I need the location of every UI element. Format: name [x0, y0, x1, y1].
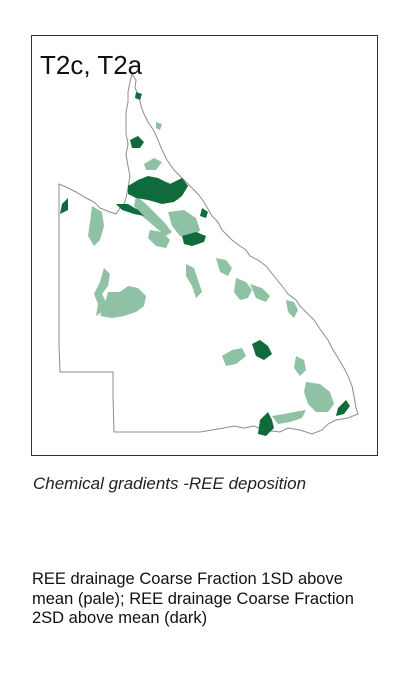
- dark-area: [130, 136, 144, 148]
- pale-area: [216, 258, 232, 276]
- dark-area: [336, 400, 350, 416]
- queensland-map: [58, 72, 359, 436]
- dark-areas-2sd: [60, 92, 350, 436]
- pale-area: [94, 268, 110, 316]
- dark-area: [135, 92, 142, 100]
- pale-area: [148, 230, 170, 248]
- caption: Chemical gradients -REE deposition: [33, 474, 307, 493]
- dark-area: [128, 176, 188, 204]
- pale-area: [186, 264, 202, 298]
- pale-areas-1sd: [88, 122, 334, 424]
- state-outline: [58, 72, 359, 435]
- legend-description: REE drainage Coarse Fraction 1SD above m…: [32, 570, 354, 627]
- dark-area: [116, 204, 144, 216]
- dark-area: [258, 412, 274, 436]
- map-label: T2c, T2a: [40, 50, 143, 80]
- pale-area: [88, 206, 104, 246]
- pale-area: [286, 300, 298, 318]
- dark-area: [200, 208, 208, 218]
- pale-area: [304, 382, 334, 412]
- pale-area: [272, 410, 306, 424]
- dark-area: [252, 340, 272, 360]
- pale-area: [250, 284, 270, 302]
- pale-area: [168, 210, 200, 240]
- pale-area: [234, 278, 252, 300]
- pale-area: [222, 348, 246, 366]
- pale-area: [294, 356, 306, 376]
- pale-area: [134, 196, 172, 236]
- pale-area: [100, 286, 146, 318]
- dark-area: [182, 232, 206, 246]
- map-frame: T2c, T2a: [31, 35, 378, 456]
- pale-area: [156, 122, 162, 130]
- dark-area: [60, 198, 68, 214]
- pale-area: [144, 158, 162, 170]
